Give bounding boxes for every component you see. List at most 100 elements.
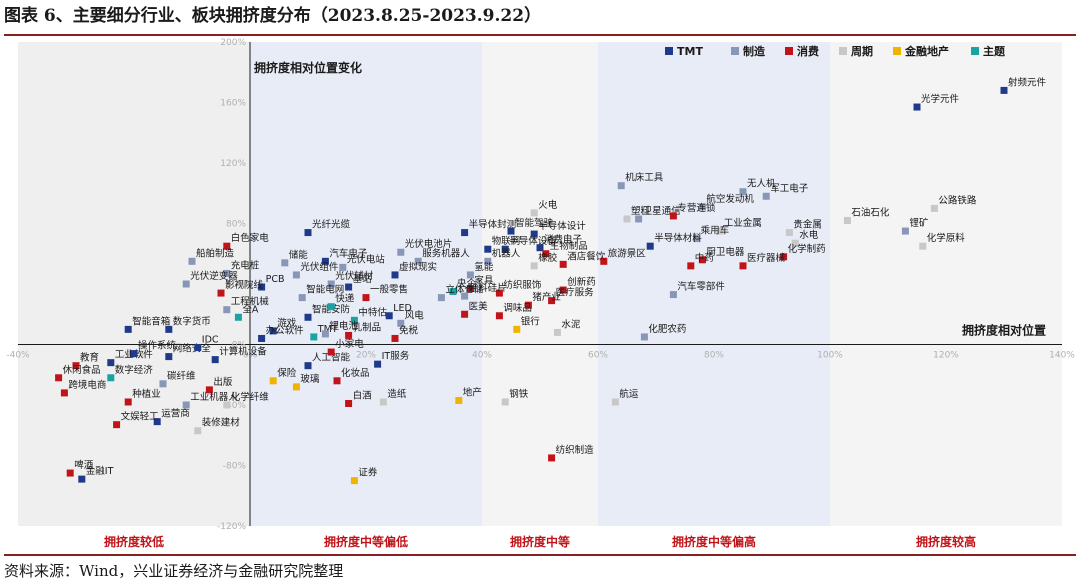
legend-swatch: [893, 47, 901, 55]
data-point: [559, 286, 567, 294]
legend-item: 周期: [851, 44, 873, 58]
data-point: [913, 103, 921, 111]
data-point-label: 消费电子: [544, 234, 583, 246]
data-point: [542, 250, 550, 258]
data-point-label: 半导体材料: [654, 232, 702, 244]
data-point: [345, 283, 353, 291]
data-point-label: 光伏电站: [347, 253, 386, 265]
data-point-label: 教育: [80, 352, 99, 364]
data-point-label: 智能电网: [306, 284, 344, 296]
legend-swatch: [731, 47, 739, 55]
x-tick-label: 120%: [933, 351, 959, 361]
data-point: [791, 239, 799, 247]
data-point-label: 光纤光缆: [312, 219, 351, 231]
data-point: [501, 245, 509, 253]
y-tick-label: 160%: [220, 99, 246, 109]
data-point: [258, 283, 266, 291]
data-point: [466, 271, 474, 279]
data-point: [461, 229, 469, 237]
data-point: [646, 242, 654, 250]
data-point-label: 快递: [335, 293, 355, 305]
data-point-label: 白酒: [353, 389, 373, 401]
y-tick-label: 0%: [232, 341, 247, 351]
data-point: [153, 418, 161, 426]
data-point: [194, 427, 202, 435]
data-point: [669, 291, 677, 299]
data-point: [600, 257, 608, 265]
x-tick-label: 0%: [243, 351, 258, 361]
data-point: [785, 229, 793, 237]
x-tick-label: 140%: [1049, 351, 1075, 361]
zone-band: [598, 42, 830, 526]
data-point: [165, 353, 173, 361]
data-point: [350, 316, 358, 324]
x-tick-label: -40%: [6, 351, 30, 361]
data-point: [548, 297, 556, 305]
data-point-label: 水电: [799, 229, 819, 241]
y-tick-label: -80%: [223, 462, 247, 472]
legend-item: 主题: [983, 44, 1006, 58]
data-point: [379, 398, 387, 406]
data-point-label: 化学原料: [927, 232, 966, 244]
data-point-label: 化妆品: [341, 367, 370, 379]
data-point-label: 乘用车: [701, 225, 730, 237]
data-point: [130, 350, 138, 358]
data-point: [739, 188, 747, 196]
legend-swatch: [839, 47, 847, 55]
data-point: [333, 377, 341, 385]
data-point-label: 贵金属: [793, 219, 822, 231]
data-point: [414, 257, 422, 265]
data-point-label: 钢铁: [509, 388, 529, 400]
data-point-label: 碳纤维: [167, 370, 196, 382]
data-point-label: 工业机器人: [190, 391, 238, 403]
data-point: [321, 330, 329, 338]
data-point: [507, 227, 515, 235]
data-point-label: LED: [393, 303, 412, 314]
data-point: [223, 269, 231, 277]
legend-item: 制造: [743, 44, 766, 58]
data-point-label: 种植业: [132, 388, 161, 400]
data-point-label: 航空发动机: [706, 193, 754, 205]
data-point: [698, 203, 706, 211]
data-point: [611, 398, 619, 406]
y-tick-label: -40%: [223, 401, 247, 411]
zone-label: 拥挤度较高: [916, 534, 976, 549]
data-point: [327, 348, 335, 356]
data-point: [345, 331, 353, 339]
data-point: [182, 280, 190, 288]
data-point-label: 机器人: [492, 247, 521, 259]
data-point: [513, 325, 521, 333]
data-point-label: 出版: [213, 376, 233, 388]
data-point: [217, 289, 225, 297]
data-point-label: 锂电池: [329, 320, 358, 332]
data-point: [716, 227, 724, 235]
y-axis-title: 拥挤度相对位置变化: [254, 60, 362, 75]
data-point: [635, 215, 643, 223]
data-point: [397, 248, 405, 256]
data-point-label: 化学制药: [788, 243, 826, 255]
data-point-label: 证券: [358, 467, 378, 479]
data-point: [548, 454, 556, 462]
data-point: [391, 271, 399, 279]
x-tick-label: 20%: [356, 351, 376, 361]
data-point: [501, 398, 509, 406]
data-point-label: 休闲食品: [63, 364, 101, 376]
data-point-label: 化学纤维: [231, 391, 270, 403]
data-point-label: 创新药: [567, 276, 596, 288]
data-point-label: 一般零售: [370, 284, 408, 296]
data-point: [385, 312, 393, 320]
data-point: [223, 242, 231, 250]
data-point: [530, 262, 538, 270]
data-point: [461, 292, 469, 300]
data-point-label: 硅料硅片: [469, 282, 507, 294]
zone-band: [250, 42, 482, 526]
data-point-label: 医疗器械: [747, 252, 786, 264]
data-point-label: 装修建材: [202, 417, 241, 429]
data-point: [72, 362, 80, 370]
data-point-label: IDC: [202, 335, 219, 346]
data-point-label: 纺织服饰: [503, 279, 541, 291]
data-point-label: 厨卫电器: [706, 246, 745, 258]
data-point-label: 工程机械: [231, 296, 270, 308]
data-point-label: 光伏电池片: [405, 238, 453, 250]
data-point: [304, 313, 312, 321]
